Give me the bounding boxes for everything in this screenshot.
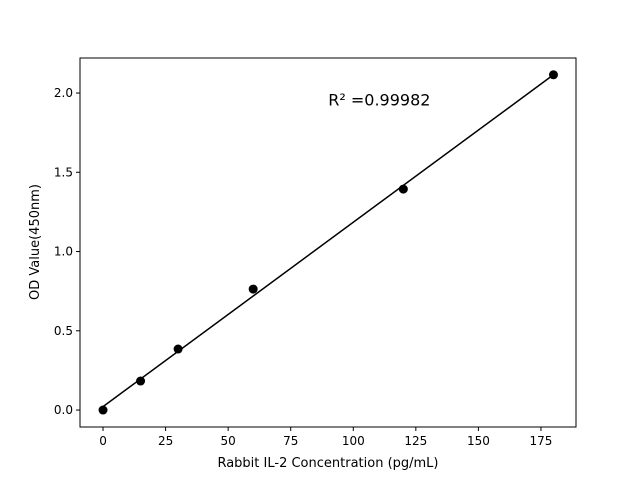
- x-tick-label: 0: [99, 434, 107, 448]
- y-axis: 0.0 0.5 1.0 1.5 2.0: [54, 86, 80, 417]
- y-axis-label: OD Value(450nm): [28, 184, 43, 300]
- data-point: [548, 70, 558, 80]
- data-point: [398, 184, 408, 194]
- x-tick-label: 100: [342, 434, 365, 448]
- x-tick-label: 125: [404, 434, 427, 448]
- x-tick-label: 75: [283, 434, 298, 448]
- x-axis: 0 25 50 75 100 125 150 175: [99, 427, 552, 448]
- x-tick-label: 25: [158, 434, 173, 448]
- plot-frame: [79, 57, 577, 428]
- y-tick-label: 2.0: [54, 86, 73, 100]
- x-axis-label: Rabbit IL-2 Concentration (pg/mL): [217, 456, 438, 471]
- data-point: [173, 344, 183, 354]
- y-tick-label: 0.0: [54, 403, 73, 417]
- y-tick-label: 0.5: [54, 324, 73, 338]
- fit-line: [102, 74, 554, 408]
- data-point: [98, 405, 108, 415]
- y-tick-label: 1.5: [54, 165, 73, 179]
- r-squared-annotation: R² =0.99982: [328, 91, 430, 110]
- data-point: [248, 284, 258, 294]
- x-tick-label: 50: [221, 434, 236, 448]
- data-point: [136, 376, 146, 386]
- x-tick-label: 150: [467, 434, 490, 448]
- x-tick-label: 175: [530, 434, 553, 448]
- series: [98, 70, 558, 415]
- y-tick-label: 1.0: [54, 245, 73, 259]
